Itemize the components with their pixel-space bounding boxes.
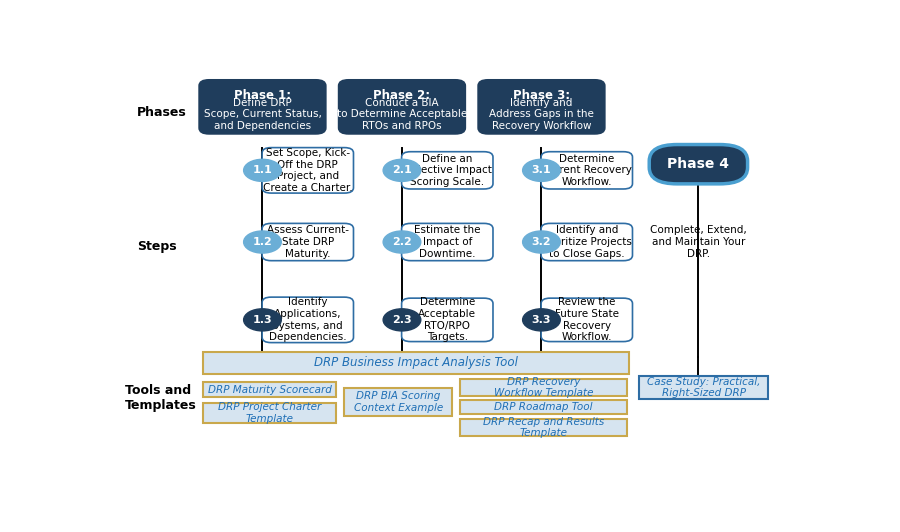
Text: 2.2: 2.2: [392, 237, 412, 247]
FancyBboxPatch shape: [460, 379, 627, 396]
Text: DRP Business Impact Analysis Tool: DRP Business Impact Analysis Tool: [314, 356, 518, 369]
FancyBboxPatch shape: [541, 223, 633, 261]
FancyBboxPatch shape: [262, 223, 354, 261]
FancyBboxPatch shape: [460, 419, 627, 436]
FancyBboxPatch shape: [541, 152, 633, 189]
Text: Define DRP
Scope, Current Status,
and Dependencies: Define DRP Scope, Current Status, and De…: [203, 98, 321, 131]
Text: Tools and
Templates: Tools and Templates: [125, 384, 197, 412]
Text: 3.3: 3.3: [532, 315, 551, 325]
FancyBboxPatch shape: [344, 388, 452, 415]
FancyBboxPatch shape: [639, 376, 768, 400]
Circle shape: [523, 231, 561, 253]
FancyBboxPatch shape: [262, 147, 354, 193]
Text: 3.1: 3.1: [532, 165, 552, 176]
Text: Phase 3:: Phase 3:: [513, 89, 570, 102]
Circle shape: [523, 159, 561, 181]
Circle shape: [383, 231, 421, 253]
FancyBboxPatch shape: [338, 80, 465, 134]
Text: Phase 2:: Phase 2:: [374, 89, 430, 102]
FancyBboxPatch shape: [199, 80, 326, 134]
Text: Identify and
Address Gaps in the
Recovery Workflow: Identify and Address Gaps in the Recover…: [489, 98, 594, 131]
FancyBboxPatch shape: [401, 223, 493, 261]
Text: DRP Roadmap Tool: DRP Roadmap Tool: [494, 402, 593, 412]
Text: DRP BIA Scoring
Context Example: DRP BIA Scoring Context Example: [354, 391, 443, 413]
Text: Estimate the
Impact of
Downtime.: Estimate the Impact of Downtime.: [414, 226, 481, 259]
FancyBboxPatch shape: [262, 297, 354, 343]
Text: 1.2: 1.2: [253, 237, 273, 247]
Text: Steps: Steps: [137, 239, 176, 253]
Text: Complete, Extend,
and Maintain Your
DRP.: Complete, Extend, and Maintain Your DRP.: [650, 226, 747, 259]
Text: Phases: Phases: [137, 106, 186, 120]
Text: Determine
Current Recovery
Workflow.: Determine Current Recovery Workflow.: [542, 154, 632, 187]
Circle shape: [523, 309, 561, 331]
Text: 2.1: 2.1: [392, 165, 412, 176]
Text: Phase 1:: Phase 1:: [234, 89, 291, 102]
Text: Identify
Applications,
Systems, and
Dependencies.: Identify Applications, Systems, and Depe…: [269, 297, 346, 342]
FancyBboxPatch shape: [401, 298, 493, 342]
Text: Determine
Acceptable
RTO/RPO
Targets.: Determine Acceptable RTO/RPO Targets.: [418, 297, 476, 342]
Text: Phase 4: Phase 4: [668, 157, 729, 171]
FancyBboxPatch shape: [460, 400, 627, 414]
Circle shape: [244, 231, 282, 253]
Text: Assess Current-
State DRP
Maturity.: Assess Current- State DRP Maturity.: [266, 226, 349, 259]
Text: Define an
Objective Impact
Scoring Scale.: Define an Objective Impact Scoring Scale…: [403, 154, 491, 187]
Text: 1.1: 1.1: [253, 165, 273, 176]
FancyBboxPatch shape: [401, 152, 493, 189]
Circle shape: [383, 309, 421, 331]
FancyBboxPatch shape: [203, 352, 628, 374]
Text: 2.3: 2.3: [392, 315, 412, 325]
Circle shape: [244, 159, 282, 181]
FancyBboxPatch shape: [203, 403, 336, 423]
Circle shape: [383, 159, 421, 181]
Text: Case Study: Practical,
Right-Sized DRP: Case Study: Practical, Right-Sized DRP: [647, 377, 760, 398]
Text: 1.3: 1.3: [253, 315, 273, 325]
Text: Set Scope, Kick-
Off the DRP
Project, and
Create a Charter.: Set Scope, Kick- Off the DRP Project, an…: [263, 148, 353, 193]
Text: DRP Project Charter
Template: DRP Project Charter Template: [218, 402, 321, 423]
Text: Identify and
Prioritize Projects
to Close Gaps.: Identify and Prioritize Projects to Clos…: [542, 226, 632, 259]
FancyBboxPatch shape: [203, 382, 336, 397]
FancyBboxPatch shape: [541, 298, 633, 342]
Text: DRP Maturity Scorecard: DRP Maturity Scorecard: [208, 385, 331, 395]
Text: Conduct a BIA
to Determine Acceptable
RTOs and RPOs: Conduct a BIA to Determine Acceptable RT…: [337, 98, 467, 131]
Text: DRP Recap and Results
Template: DRP Recap and Results Template: [483, 417, 604, 438]
Circle shape: [244, 309, 282, 331]
FancyBboxPatch shape: [478, 80, 605, 134]
Text: Review the
Future State
Recovery
Workflow.: Review the Future State Recovery Workflo…: [554, 297, 619, 342]
Text: DRP Recovery
Workflow Template: DRP Recovery Workflow Template: [494, 377, 593, 398]
Text: 3.2: 3.2: [532, 237, 552, 247]
FancyBboxPatch shape: [649, 145, 748, 184]
